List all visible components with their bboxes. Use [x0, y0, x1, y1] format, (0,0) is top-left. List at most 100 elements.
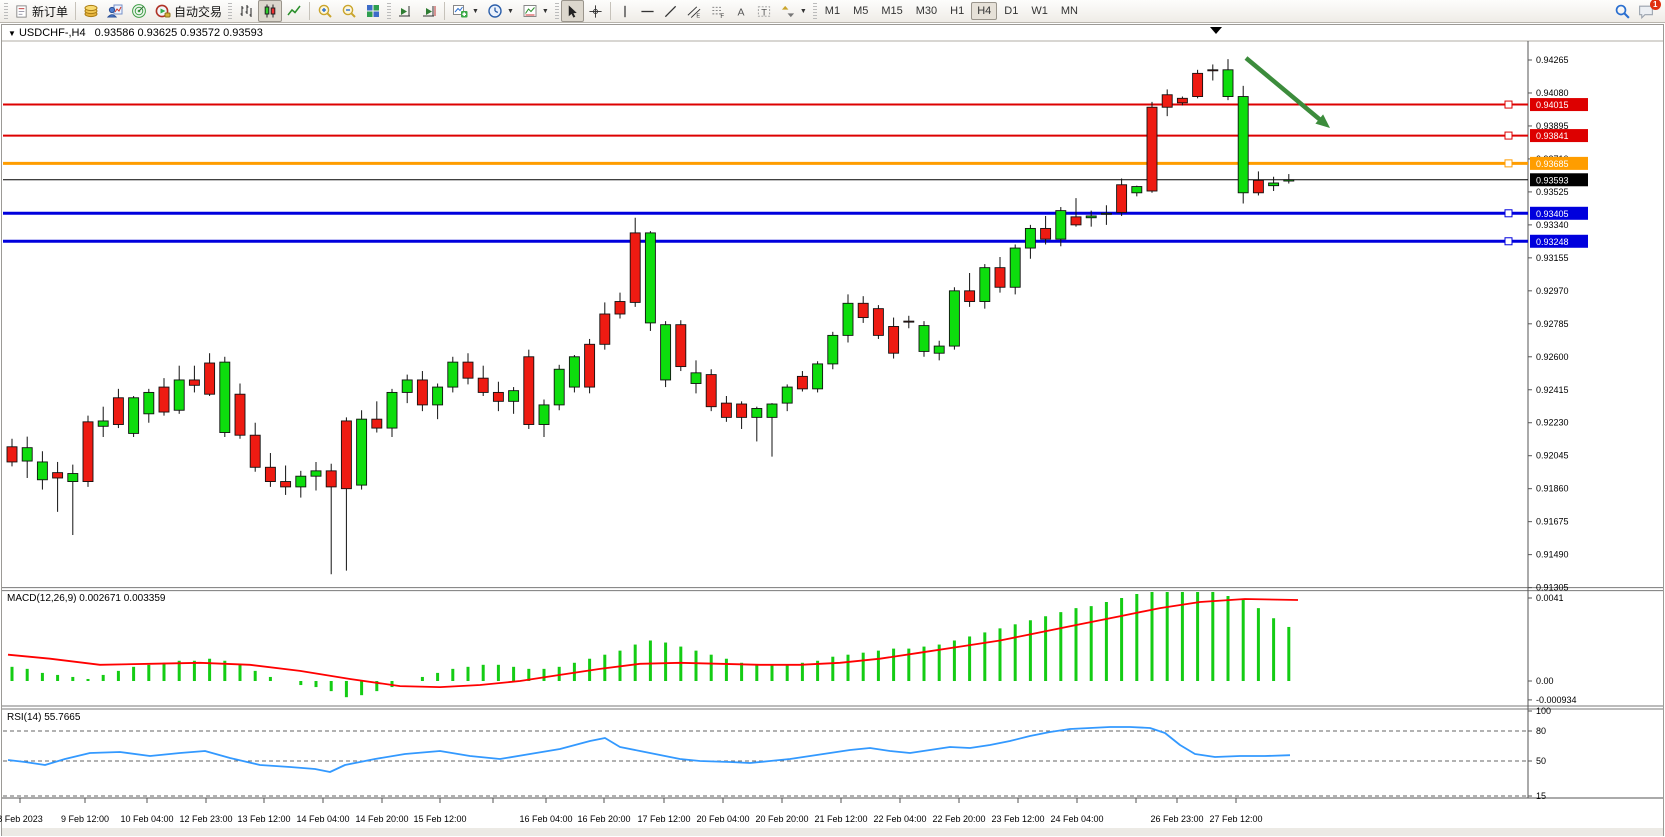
auto-trading-button[interactable]: 自动交易 [151, 0, 226, 22]
arrows-icon [781, 5, 794, 17]
candle [173, 365, 185, 414]
line-chart-mode-button[interactable] [282, 0, 306, 22]
horizontal-line-tool-button[interactable] [636, 0, 659, 22]
line-handle [1504, 209, 1513, 218]
candle-body [325, 470, 337, 488]
timeframe-M30[interactable]: M30 [915, 5, 938, 17]
candle-body [675, 324, 687, 368]
candle-body [280, 481, 292, 488]
crosshair-tool-button[interactable] [584, 0, 607, 22]
time-axis-label: 24 Feb 04:00 [1050, 814, 1103, 824]
candle [264, 453, 276, 487]
toolbar-grip[interactable] [387, 3, 392, 19]
cursor-tool-button[interactable] [560, 0, 584, 22]
candle-body [599, 313, 611, 345]
candle-body [508, 390, 520, 402]
bar-chart-mode-button[interactable] [234, 0, 258, 22]
candle [888, 317, 900, 359]
trendline-tool-button[interactable] [659, 0, 682, 22]
chart-dropdown-icon[interactable]: ▼ [8, 29, 16, 38]
candle [416, 371, 428, 412]
candlestick-mode-button[interactable] [258, 0, 283, 22]
trend-arrow-annotation [1244, 56, 1326, 125]
toolbar-grip[interactable] [554, 3, 559, 19]
price-line-label: 0.93841 [1536, 131, 1569, 141]
new-order-button[interactable]: 新订单 [10, 0, 72, 22]
auto-scroll-icon [399, 6, 411, 17]
rsi-level-label: 50 [1536, 756, 1546, 766]
timeframe-M1[interactable]: M1 [824, 5, 841, 17]
candle [842, 294, 854, 343]
price-tick-label: 0.92600 [1536, 352, 1569, 362]
price-line-label-box [1530, 129, 1588, 143]
chart-shift-button[interactable] [417, 0, 441, 22]
auto-scroll-button[interactable] [393, 0, 417, 22]
fibonacci-icon: F [712, 6, 724, 19]
fibonacci-tool-button[interactable]: F [706, 0, 730, 22]
candle [143, 388, 155, 423]
price-tick-label: 0.92045 [1536, 451, 1569, 461]
timeframe-M5[interactable]: M5 [853, 5, 869, 17]
tile-windows-button[interactable] [361, 0, 385, 22]
strategy-tester-button[interactable] [127, 0, 151, 22]
arrows-caret-icon: ▼ [799, 7, 807, 15]
arrows-tool-button[interactable]: ▼ [776, 0, 811, 22]
candle-body [812, 363, 824, 390]
timeframe-H1[interactable]: H1 [950, 5, 965, 17]
price-tick-label: 0.94265 [1536, 55, 1569, 65]
timeframe-W1[interactable]: W1 [1031, 5, 1048, 17]
timeframe-M15[interactable]: M15 [881, 5, 903, 17]
toolbar-grip[interactable] [812, 3, 817, 19]
text-tool-button[interactable]: A [730, 0, 752, 22]
equidistant-channel-tool-button[interactable]: E [682, 0, 706, 22]
chart-shift-icon [423, 6, 436, 17]
toolbar-grip[interactable] [228, 3, 233, 19]
candle [508, 387, 520, 414]
time-axis-label: 20 Feb 04:00 [696, 814, 749, 824]
templates-button[interactable]: ▼ [518, 0, 553, 22]
indicators-button[interactable]: ▼ [448, 0, 483, 22]
toolbar-grip[interactable] [4, 3, 8, 19]
search-icon[interactable] [1614, 3, 1631, 20]
time-axis-label: 26 Feb 23:00 [1150, 814, 1203, 824]
candle-body [97, 420, 109, 427]
candle-body [1009, 247, 1021, 288]
candle [751, 406, 763, 442]
svg-text:A: A [737, 6, 744, 18]
candle [371, 401, 383, 433]
candle-body [1207, 69, 1219, 72]
candle [52, 461, 64, 512]
candle-body [340, 420, 352, 490]
channel-icon: E [687, 5, 701, 19]
chart-window-frame [1, 24, 1664, 836]
timeframe-D1[interactable]: D1 [1004, 5, 1019, 17]
text-label-tool-button[interactable]: T [752, 0, 776, 22]
candle-body [219, 361, 231, 433]
notifications-button[interactable]: 1 [1637, 0, 1661, 20]
candle [644, 231, 656, 331]
time-axis-label: 12 Feb 23:00 [179, 814, 232, 824]
timeframe-MN[interactable]: MN [1060, 5, 1078, 17]
price-line-label-box [1530, 206, 1588, 220]
periods-caret-icon: ▼ [506, 7, 514, 15]
candle [568, 354, 580, 393]
zoom-in-button[interactable] [313, 0, 337, 22]
candle [584, 338, 596, 394]
candle-body [842, 302, 854, 336]
market-watch-button[interactable] [79, 0, 103, 22]
zoom-in-icon [318, 4, 332, 18]
timeframe-H4[interactable]: H4 [971, 2, 998, 20]
vertical-line-tool-button[interactable] [614, 0, 636, 22]
chart-symbol-period: USDCHF-,H4 [18, 27, 86, 39]
zoom-out-button[interactable] [337, 0, 361, 22]
periods-button[interactable]: ▼ [483, 0, 518, 22]
candle [857, 296, 869, 323]
line-chart-icon [287, 5, 301, 16]
candle-body [204, 362, 216, 395]
line-handle [1504, 100, 1513, 109]
data-window-button[interactable] [103, 0, 127, 22]
candle [1268, 176, 1280, 192]
candle-body [614, 301, 626, 315]
candle [21, 436, 33, 478]
